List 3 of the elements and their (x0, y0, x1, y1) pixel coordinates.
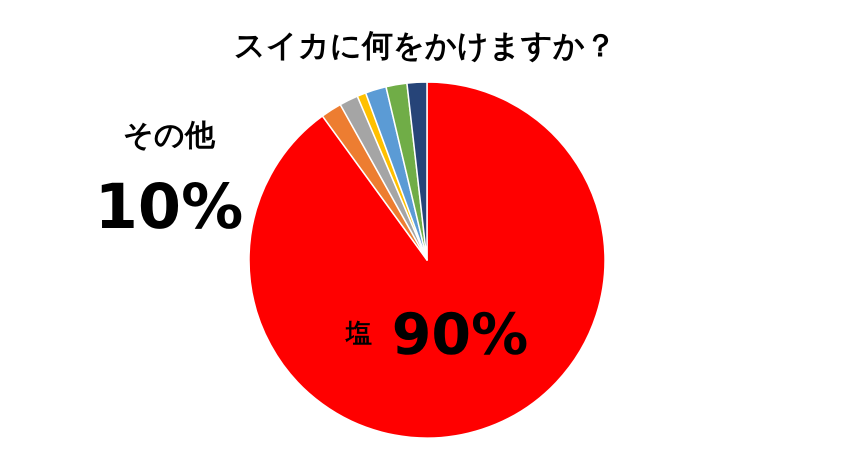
title: スイカに何をかけますか？ (234, 28, 616, 64)
annotation: その他 (123, 118, 215, 153)
annotation: 10% (94, 170, 244, 243)
